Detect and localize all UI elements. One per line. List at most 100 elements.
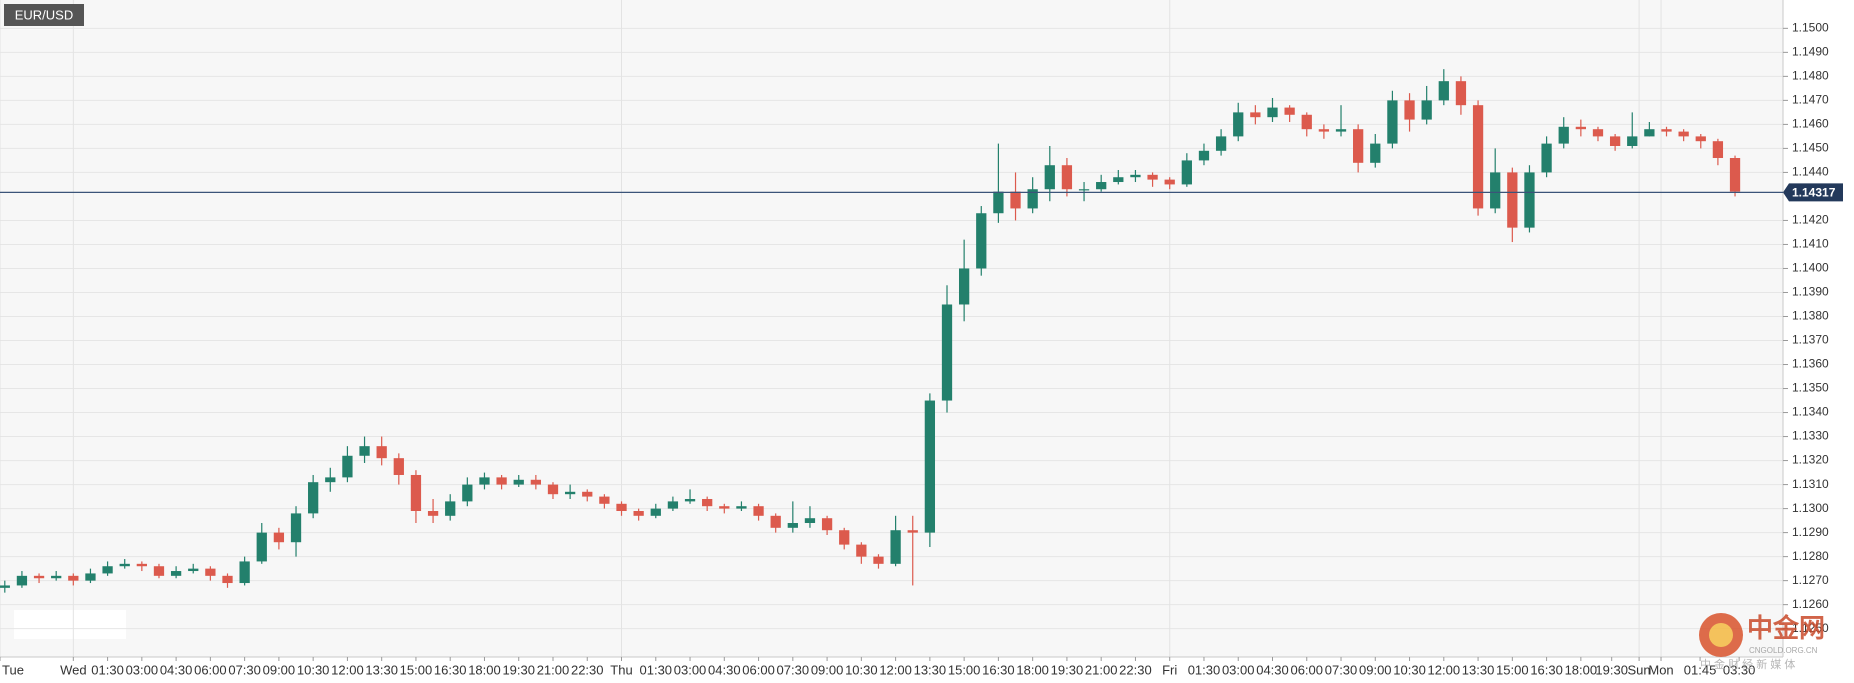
candle-body xyxy=(427,511,439,516)
candle-body xyxy=(1147,174,1158,180)
candle-body xyxy=(1130,174,1141,178)
x-tick-label: 21:00 xyxy=(1085,662,1118,677)
watermark-tagline: 中 金 财 经 新 媒 体 xyxy=(1700,657,1795,671)
candle-body xyxy=(907,530,918,533)
candle-body xyxy=(68,575,79,581)
symbol-badge xyxy=(4,4,84,26)
candle-body xyxy=(633,511,644,516)
watermark-brand: 中金网 xyxy=(1747,613,1825,643)
x-tick-label: 16:30 xyxy=(982,662,1015,677)
candle-body xyxy=(1250,112,1261,118)
x-tick-label: 18:00 xyxy=(468,662,501,677)
x-tick-label: 06:00 xyxy=(1290,662,1323,677)
x-tick-label: 04:30 xyxy=(1256,662,1289,677)
candle-body xyxy=(256,532,267,562)
x-tick-label: 21:00 xyxy=(537,662,570,677)
x-tick-label: 07:30 xyxy=(1325,662,1358,677)
candle-body xyxy=(1575,126,1586,130)
candle-body xyxy=(839,530,850,545)
candle-body xyxy=(1061,165,1073,190)
candle-body xyxy=(342,455,353,478)
x-tick-label: 15:00 xyxy=(1496,662,1529,677)
candle-body xyxy=(1524,172,1535,228)
y-tick-label: 1.1360 xyxy=(1792,357,1829,371)
candle-body xyxy=(547,484,559,495)
candle-body xyxy=(1301,114,1312,130)
candle-body xyxy=(170,571,182,576)
y-tick-label: 1.1440 xyxy=(1792,165,1829,179)
x-tick-label: Fri xyxy=(1162,662,1177,677)
x-tick-label: 04:30 xyxy=(708,662,741,677)
x-tick-label: 10:30 xyxy=(845,662,878,677)
candle-body xyxy=(153,566,165,576)
x-tick-label: 12:00 xyxy=(1428,662,1461,677)
candle-body xyxy=(1164,179,1175,185)
y-tick-label: 1.1460 xyxy=(1792,117,1829,131)
x-tick-label: 19:30 xyxy=(502,662,535,677)
y-tick-label: 1.1330 xyxy=(1792,429,1829,443)
candle-body xyxy=(119,563,130,567)
candle-body xyxy=(1387,100,1398,144)
candle-body xyxy=(1404,100,1415,120)
candle-body xyxy=(1472,105,1484,209)
candle-body xyxy=(564,491,576,495)
candle-body xyxy=(1027,189,1038,209)
candle-body xyxy=(1490,172,1501,209)
x-tick-label: 09:00 xyxy=(811,662,844,677)
candle-body xyxy=(16,575,28,586)
candle-body xyxy=(599,496,610,504)
x-tick-label: 01:30 xyxy=(1188,662,1221,677)
candle-body xyxy=(1370,143,1381,163)
candle-body xyxy=(1729,158,1741,192)
candle-body xyxy=(1010,191,1021,209)
candle-body xyxy=(1695,136,1706,142)
candle-body xyxy=(1044,165,1055,190)
grid xyxy=(0,0,1783,657)
candle-body xyxy=(290,513,302,543)
candle-body xyxy=(479,477,490,485)
candle-body xyxy=(924,400,936,533)
y-tick-label: 1.1380 xyxy=(1792,309,1829,323)
candle-body xyxy=(1558,126,1569,144)
candle-body xyxy=(85,573,96,581)
candle-body xyxy=(393,458,404,475)
x-tick-label: 03:00 xyxy=(1222,662,1255,677)
candle-body xyxy=(51,575,62,579)
candle-body xyxy=(496,477,507,485)
candle-body xyxy=(976,213,987,269)
y-tick-label: 1.1260 xyxy=(1792,597,1829,611)
watermark-site: CNGOLD.ORG.CN xyxy=(1749,646,1818,655)
y-tick-label: 1.1490 xyxy=(1792,45,1829,59)
x-tick-label: 06:00 xyxy=(742,662,775,677)
y-tick-label: 1.1270 xyxy=(1792,573,1829,587)
blank-box xyxy=(14,610,126,639)
candle-body xyxy=(1644,129,1655,137)
y-tick-label: 1.1370 xyxy=(1792,333,1829,347)
axes: 1.1250 1.1260 1.1270 1.1280 1.1290 1.1300 1.13… xyxy=(0,21,1843,677)
x-tick-label: 13:30 xyxy=(914,662,947,677)
candle-body xyxy=(410,474,422,511)
y-tick-label: 1.1340 xyxy=(1792,405,1829,419)
x-tick-label: 09:00 xyxy=(1359,662,1392,677)
y-tick-label: 1.1390 xyxy=(1792,285,1829,299)
x-tick-label: 15:00 xyxy=(948,662,981,677)
x-tick-label: 22:30 xyxy=(571,662,604,677)
candle-body xyxy=(702,498,713,507)
candle-body xyxy=(222,575,233,584)
candle-body xyxy=(513,479,524,485)
y-tick-label: 1.1420 xyxy=(1792,213,1829,227)
candle-body xyxy=(958,268,970,305)
candle-body xyxy=(273,532,285,543)
y-tick-label: 1.1480 xyxy=(1792,69,1829,83)
candle-body xyxy=(188,568,199,572)
candle-body xyxy=(359,446,370,456)
x-tick-label: 01:30 xyxy=(640,662,673,677)
watermark: 中金网 CNGOLD.ORG.CN 中 金 财 经 新 媒 体 xyxy=(1699,613,1825,671)
candle-body xyxy=(1455,81,1467,106)
candle-body xyxy=(1353,129,1364,163)
x-tick-label: 10:30 xyxy=(1393,662,1426,677)
candle-body xyxy=(1113,177,1124,183)
candle-body xyxy=(1609,136,1621,146)
